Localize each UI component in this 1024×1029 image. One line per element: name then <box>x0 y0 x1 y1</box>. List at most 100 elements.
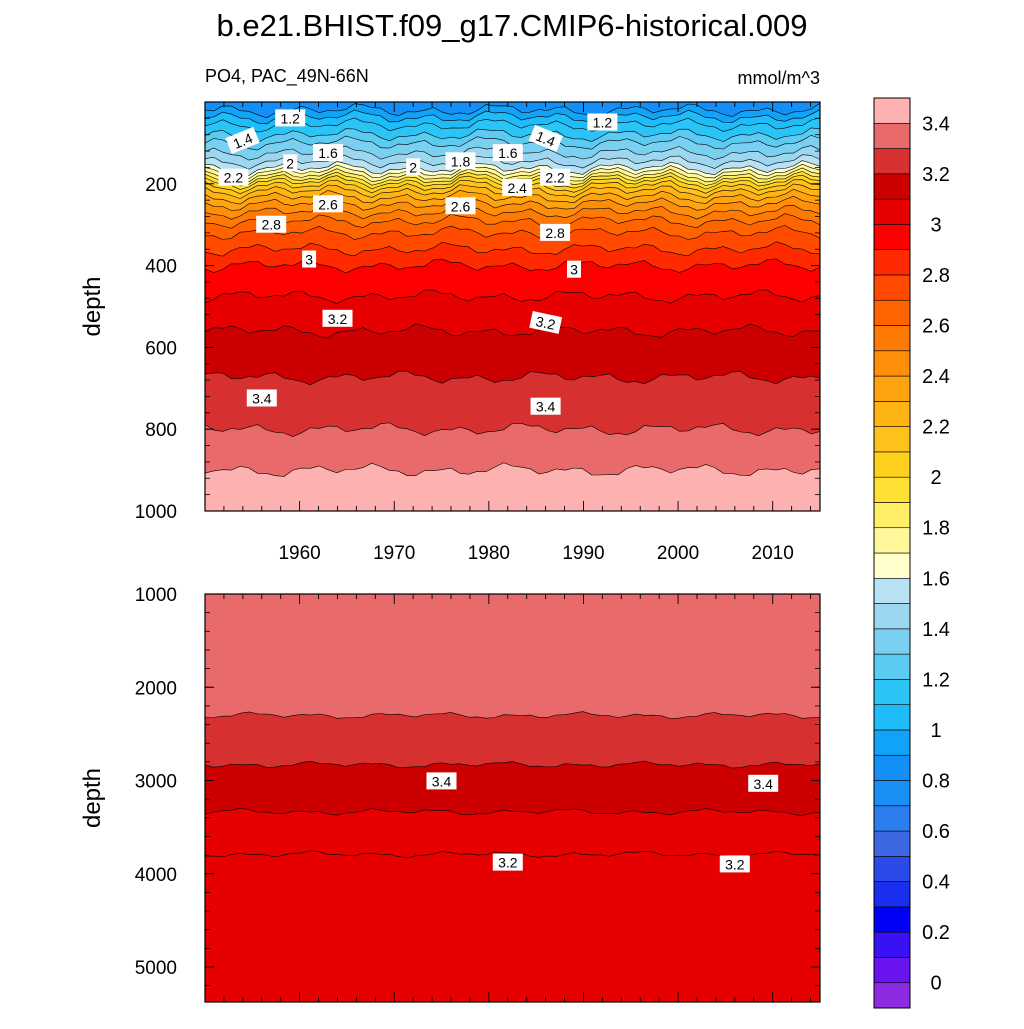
colorbar-tick-label: 0.8 <box>922 771 950 793</box>
contour-label: 1.6 <box>492 144 523 162</box>
contour-line <box>205 850 820 859</box>
contour-label: 3.2 <box>529 310 563 334</box>
colorbar-swatch <box>873 754 911 781</box>
contour-line <box>205 160 820 176</box>
contour-label: 2.8 <box>256 215 287 233</box>
fill-band <box>205 102 820 118</box>
y-tick-label: 800 <box>145 420 177 441</box>
colorbar-tick-label: 2.4 <box>922 366 950 388</box>
plot-area <box>205 594 820 1002</box>
colorbar-swatch <box>873 628 911 655</box>
contour-line <box>205 102 820 119</box>
colorbar-tick-label: 2.2 <box>922 417 950 439</box>
colorbar-swatch <box>873 552 911 579</box>
colorbar-tick-label: 1.8 <box>922 518 950 540</box>
colorbar-tick-label: 0.2 <box>922 922 950 944</box>
y-axis-label: depth <box>79 276 106 336</box>
colorbar-swatch <box>873 451 911 478</box>
x-tick-label: 2010 <box>752 543 794 564</box>
contour-label: 2.2 <box>218 168 249 186</box>
contour-label: 3.2 <box>492 853 523 871</box>
contour-label-text: 3.4 <box>252 391 272 407</box>
fill-band <box>205 594 820 719</box>
colorbar-swatch <box>873 325 911 352</box>
contour-line <box>205 289 820 305</box>
contour-label: 1.8 <box>445 152 476 170</box>
colorbar-swatch <box>873 224 911 250</box>
colorbar-tick-label: 0.6 <box>922 821 950 843</box>
y-tick-label: 2000 <box>135 678 177 699</box>
colorbar-swatch <box>873 527 911 554</box>
contour-line <box>205 195 820 211</box>
colorbar-tick-label: 2.8 <box>922 265 950 287</box>
contour-label: 1.2 <box>587 113 618 131</box>
contour-label: 3.4 <box>748 774 779 792</box>
contour-label: 1.4 <box>528 124 563 152</box>
colorbar-swatch <box>873 729 911 756</box>
contour-label: 1.6 <box>313 144 343 162</box>
y-tick-label: 400 <box>145 257 177 278</box>
colorbar-swatch <box>873 881 911 908</box>
y-tick-label: 4000 <box>135 865 177 886</box>
y-tick-label: 1000 <box>135 502 177 523</box>
contour-label-text: 1.2 <box>280 110 300 126</box>
contour-line <box>205 370 820 386</box>
colorbar-swatch <box>873 198 911 225</box>
colorbar-swatch <box>873 805 911 832</box>
contour-label-text: 3.2 <box>534 313 557 333</box>
colorbar-tick-label: 2 <box>930 467 941 489</box>
colorbar-swatch <box>873 906 911 933</box>
contour-line <box>205 117 820 133</box>
contour-line <box>205 188 820 205</box>
colorbar-swatch <box>873 957 911 984</box>
contour-label-text: 1.6 <box>498 145 518 161</box>
contour-label-text: 3.2 <box>725 856 745 872</box>
colorbar-tick-label: 0.4 <box>922 872 950 894</box>
contour-label-text: 2.8 <box>545 225 565 241</box>
contour-label-text: 2 <box>286 155 294 171</box>
contour-label: 3 <box>302 250 317 268</box>
contour-line <box>205 204 820 220</box>
contour-label: 2.4 <box>502 178 533 196</box>
contour-label: 2.2 <box>540 168 571 186</box>
contour-label-text: 2.2 <box>224 170 244 186</box>
x-tick-label: 1960 <box>278 543 320 564</box>
contour-label: 1.2 <box>275 109 306 127</box>
colorbar-swatch <box>873 375 911 402</box>
y-tick-label: 5000 <box>135 958 177 979</box>
colorbar-swatch <box>873 830 911 857</box>
contour-line <box>205 711 820 720</box>
chart-title: b.e21.BHIST.f09_g17.CMIP6-historical.009 <box>216 8 807 43</box>
colorbar-swatch <box>873 249 911 276</box>
contour-label-text: 3.4 <box>432 773 452 789</box>
colorbar-swatch <box>873 350 911 377</box>
contour-label-text: 3.4 <box>753 776 773 792</box>
colorbar-tick-label: 1.6 <box>922 568 950 590</box>
colorbar-swatch <box>873 780 911 807</box>
colorbar-swatch <box>873 476 911 503</box>
contour-label: 3.2 <box>322 309 353 327</box>
contour-line <box>205 213 820 229</box>
y-tick-label: 3000 <box>135 772 177 793</box>
y-axis-label: depth <box>79 768 106 828</box>
plot-frame <box>204 593 821 1003</box>
colorbar-swatch <box>873 679 911 705</box>
contour-line <box>205 760 820 769</box>
contour-line <box>205 154 820 170</box>
contour-line <box>205 422 820 437</box>
colorbar-swatch <box>873 148 911 175</box>
contour-label: 1.4 <box>225 126 260 154</box>
colorbar-tick-label: 2.6 <box>922 316 950 338</box>
contour-label: 2 <box>406 158 421 176</box>
colorbar-tick-label: 1 <box>930 720 941 742</box>
y-tick-label: 200 <box>145 175 177 196</box>
contour-label: 3.2 <box>719 855 750 873</box>
colorbar-tick-label: 1.4 <box>922 619 950 641</box>
chart-units-label: mmol/m^3 <box>738 68 820 88</box>
y-tick-label: 600 <box>145 338 177 359</box>
contour-line <box>205 323 820 339</box>
contour-label-text: 2.6 <box>318 196 338 212</box>
contour-label: 3.4 <box>530 397 561 415</box>
contour-line <box>205 225 820 240</box>
